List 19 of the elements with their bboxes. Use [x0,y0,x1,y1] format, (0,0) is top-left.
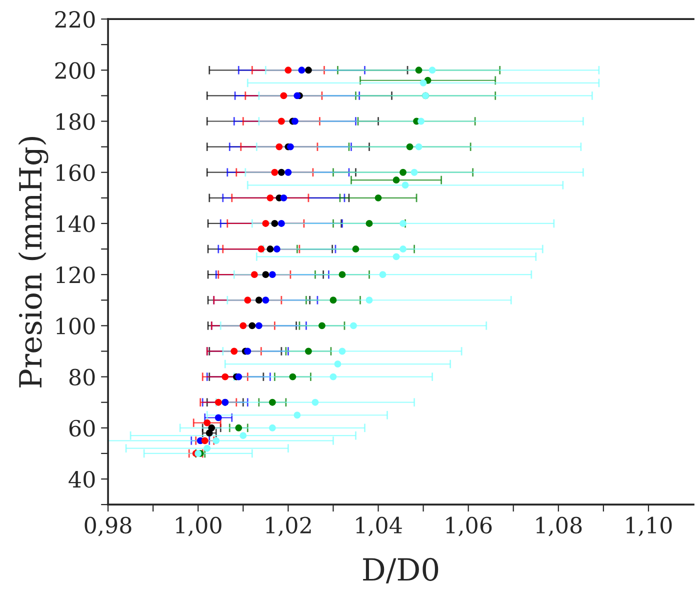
x-tick-label: 1,08 [536,516,582,536]
y-tick-label: 100 [56,318,95,334]
x-tick-label: 1,00 [176,516,222,536]
x-tick-label: 1,10 [626,516,672,536]
x-tick-label: 0,98 [84,516,132,536]
y-tick-label: 120 [56,266,95,284]
x-axis-title: D/D0 [363,558,438,584]
y-tick-label: 60 [69,420,95,437]
y-tick-label: 140 [56,215,95,232]
x-tick-label: 1,04 [356,516,402,536]
y-axis-title: Presion (mmHg) [18,136,48,388]
y-tick-label: 80 [69,368,95,386]
y-tick-label: 200 [55,62,95,79]
y-tick-label: 180 [56,113,95,130]
y-tick-label: 220 [55,10,95,28]
y-tick-label: 160 [56,164,95,182]
y-tick-label: 40 [68,470,95,488]
x-tick-label: 1,06 [446,516,492,536]
x-tick-label: 1,02 [266,516,311,536]
